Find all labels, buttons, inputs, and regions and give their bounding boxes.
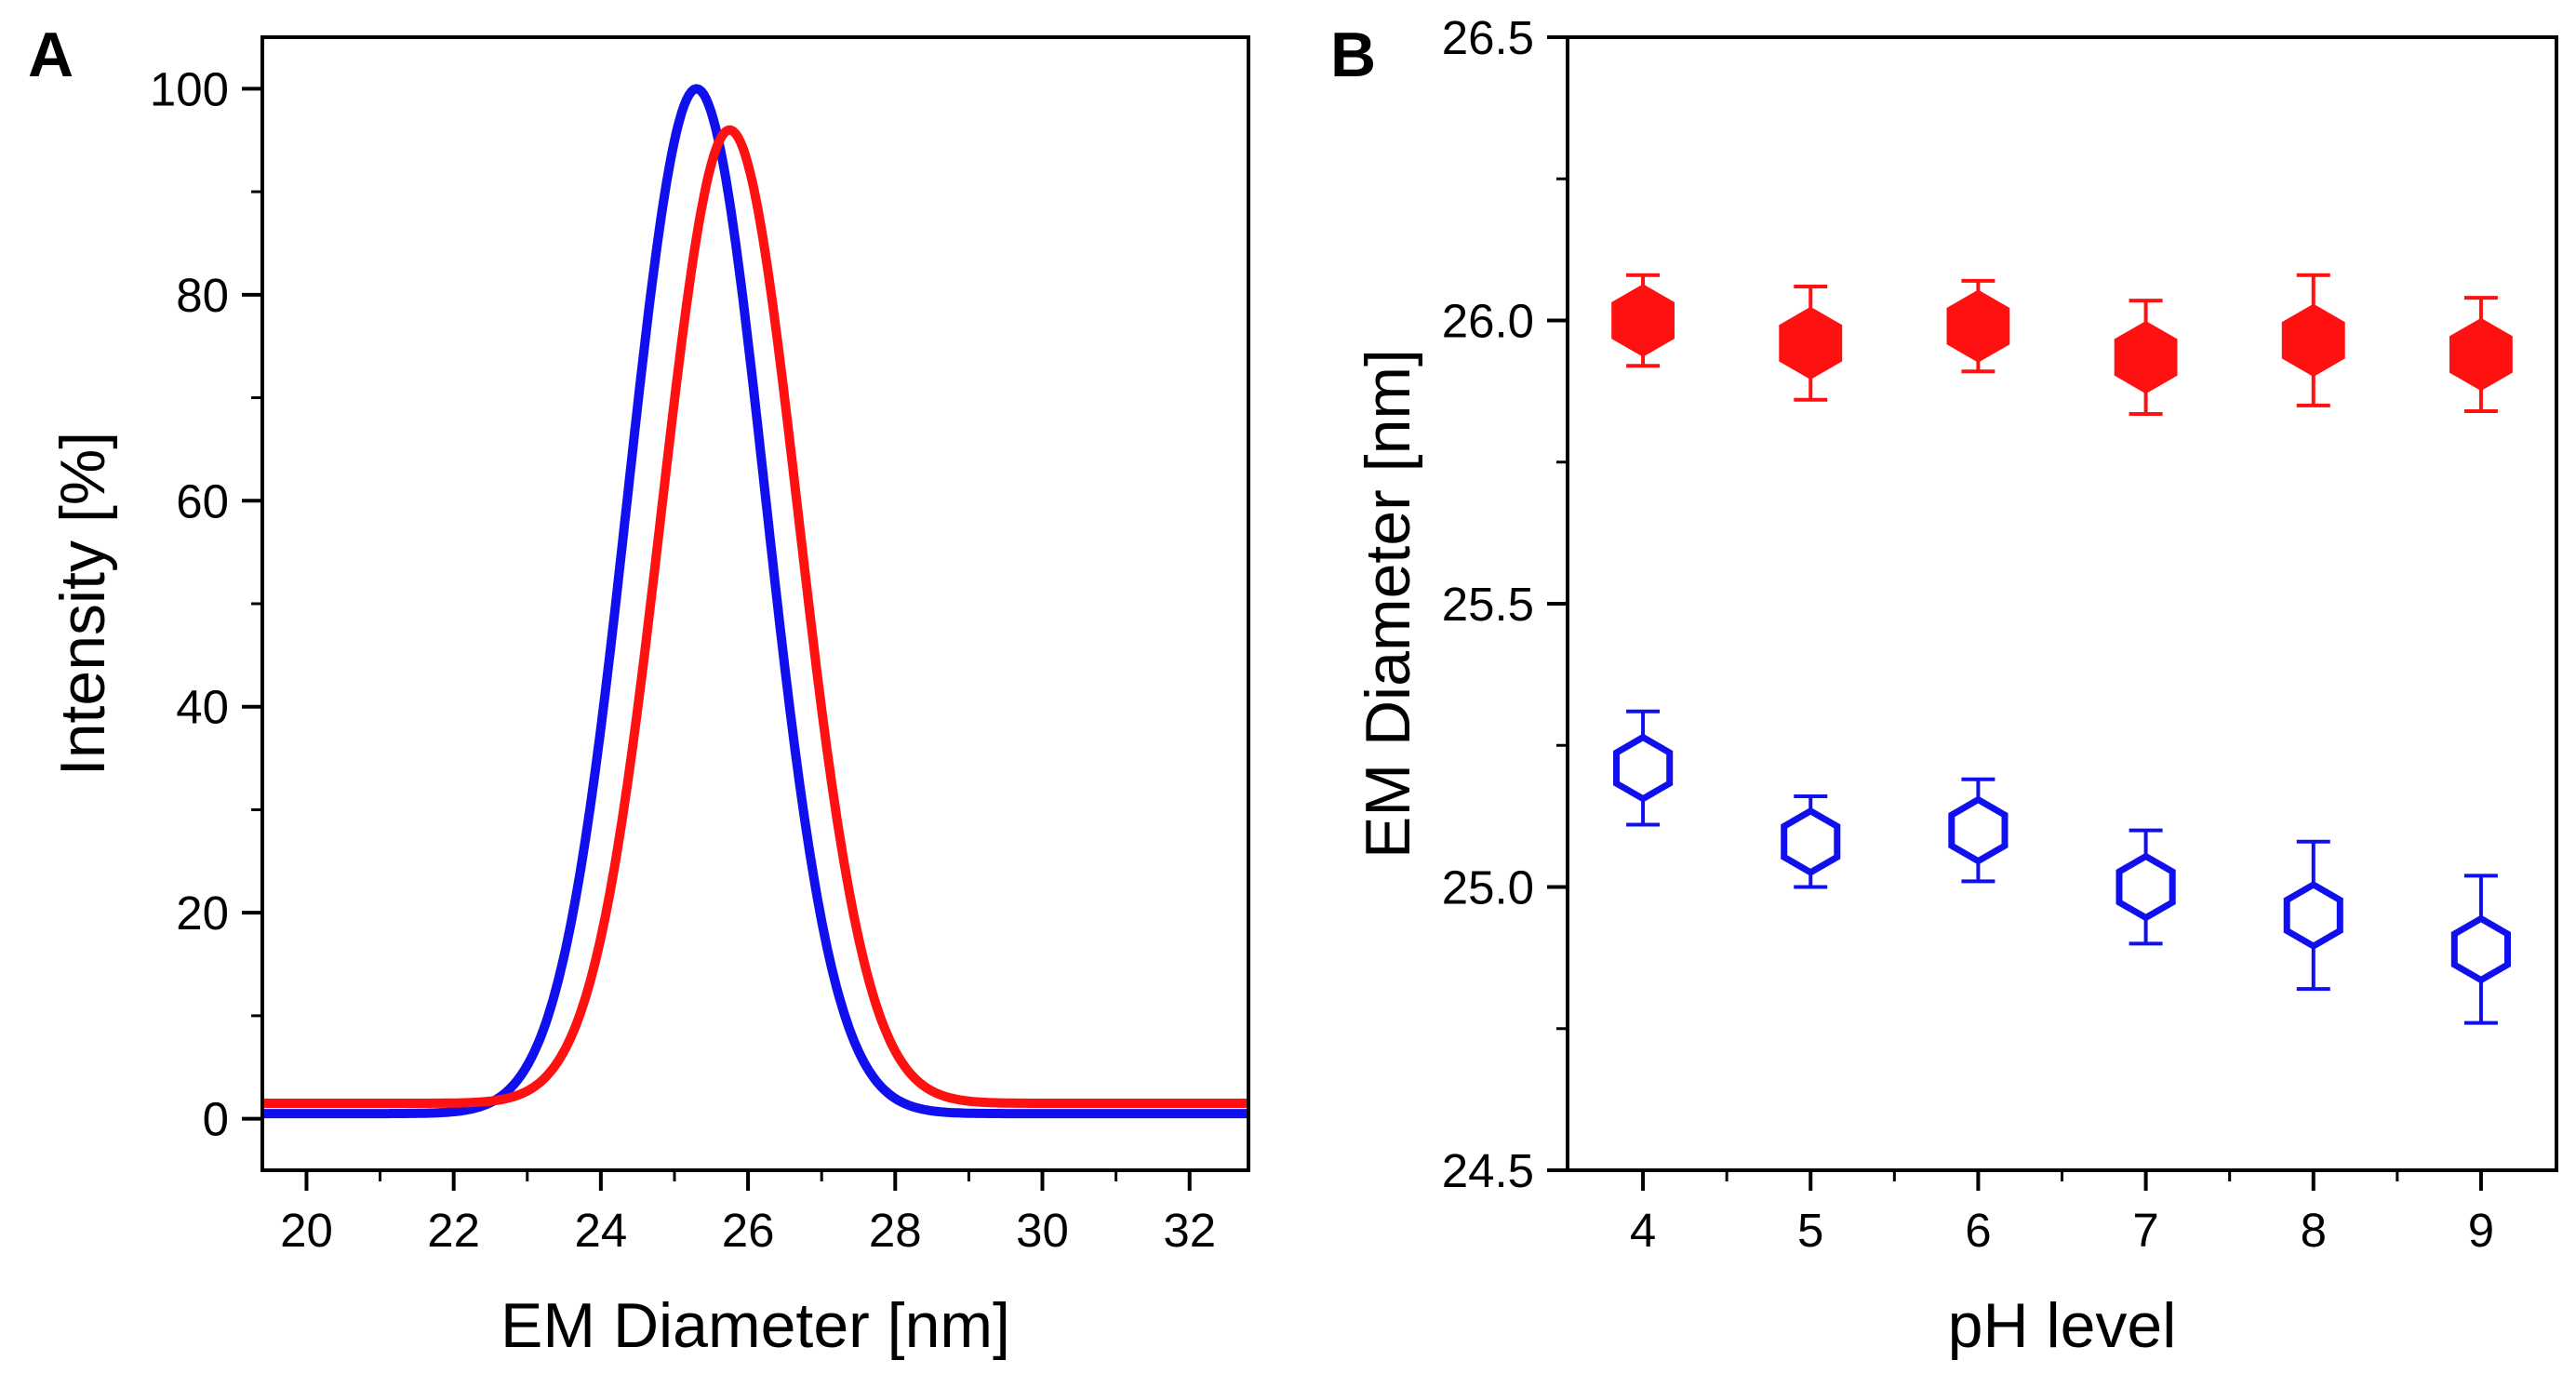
data-point-filled-hexagon [2449,317,2513,392]
x-tick-label: 30 [1016,1204,1069,1257]
y-tick-label: 25.0 [1442,861,1534,914]
x-tick-label: 24 [575,1204,628,1257]
panel-a: A 20 22 24 26 28 30 32 0 20 40 60 80 100 EM Diamete… [28,20,1250,1361]
y-tick-label: 26.0 [1442,295,1534,348]
data-point-open-hexagon [2450,914,2511,984]
data-point-open-hexagon [2283,880,2343,951]
panel-a-x-axis-title: EM Diameter [nm] [501,1290,1010,1361]
panel-b-x-axis-title: pH level [1948,1290,2177,1361]
panel-a-letter: A [28,20,73,90]
x-tick-label: 7 [2132,1204,2158,1257]
x-tick-label: 26 [722,1204,775,1257]
y-tick-label: 0 [203,1093,229,1146]
panel-a-series [262,84,1248,1119]
y-tick-label: 60 [176,474,229,527]
panel-b-plot-frame [1566,35,2558,1172]
data-point-open-hexagon [2116,852,2176,922]
panel-a-y-axis-title: Intensity [%] [47,432,118,776]
data-point-filled-hexagon [2281,303,2345,377]
panel-b: B 4 5 6 7 8 9 24.5 25.0 25.5 26.0 26.5 pH level E… [1330,11,2558,1361]
panel-b-series [1611,273,2513,1025]
panel-b-letter: B [1330,20,1376,90]
y-tick-label: 25.5 [1442,578,1534,631]
data-point-filled-hexagon [2114,320,2178,394]
y-tick-label: 40 [176,681,229,734]
x-tick-label: 20 [280,1204,333,1257]
panel-b-y-axis-title: EM Diameter [nm] [1353,349,1423,859]
data-point-open-hexagon [1781,807,1841,876]
data-point-open-hexagon [1948,795,2009,865]
data-point-filled-hexagon [1946,289,2010,363]
y-tick-label: 26.5 [1442,11,1534,64]
x-tick-label: 22 [427,1204,480,1257]
y-tick-label: 80 [176,269,229,322]
series-line-blue [262,84,1248,1119]
y-tick-label: 100 [150,62,229,115]
data-point-filled-hexagon [1779,306,1843,380]
y-tick-label: 24.5 [1442,1144,1534,1197]
series-line-red [262,125,1248,1108]
x-tick-label: 5 [1797,1204,1823,1257]
x-tick-label: 9 [2468,1204,2494,1257]
data-point-open-hexagon [1613,733,1674,803]
x-tick-label: 28 [869,1204,922,1257]
x-tick-label: 4 [1630,1204,1656,1257]
x-tick-label: 32 [1163,1204,1216,1257]
x-tick-label: 8 [2301,1204,2327,1257]
data-point-filled-hexagon [1611,284,1675,357]
y-tick-label: 20 [176,887,229,940]
x-tick-label: 6 [1965,1204,1991,1257]
